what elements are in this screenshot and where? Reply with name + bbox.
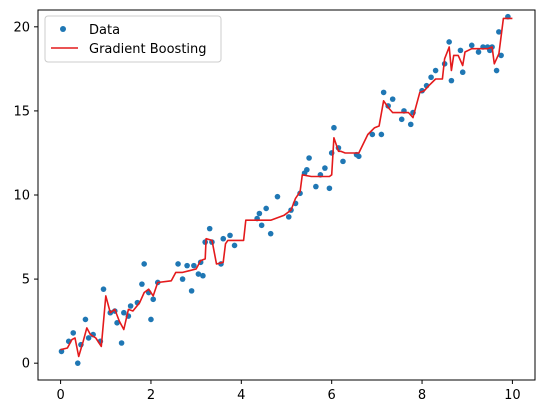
data-point (428, 74, 434, 81)
data-point (446, 39, 452, 45)
data-point (100, 286, 107, 292)
x-tick-label: 8 (418, 388, 426, 403)
x-tick-label: 6 (328, 388, 336, 403)
data-point (380, 89, 387, 96)
y-tick-label: 10 (13, 189, 30, 204)
x-tick-label: 10 (504, 388, 521, 403)
data-point (141, 261, 147, 267)
data-point (448, 77, 455, 84)
y-tick-label: 5 (22, 273, 30, 288)
data-point (184, 262, 190, 269)
data-point (179, 276, 186, 282)
data-point (398, 116, 405, 123)
data-point (304, 166, 310, 173)
data-point (220, 235, 227, 242)
data-point (263, 205, 269, 212)
data-point (285, 214, 292, 220)
data-point (150, 296, 157, 303)
legend-label-gradient-boosting: Gradient Boosting (89, 42, 207, 57)
axes-background (38, 10, 535, 380)
data-point (258, 222, 265, 229)
data-point (407, 121, 414, 128)
data-point (139, 281, 145, 287)
data-point (267, 230, 274, 237)
data-point (493, 67, 500, 74)
data-point (200, 272, 206, 279)
y-tick-label: 15 (13, 104, 30, 119)
data-point (85, 335, 92, 341)
data-point (127, 303, 134, 309)
data-point (378, 131, 385, 138)
data-point (114, 320, 120, 326)
data-point (313, 183, 319, 190)
x-axis-ticks: 0 2 4 6 8 10 (56, 380, 521, 403)
data-point (432, 67, 439, 74)
data-point (355, 153, 362, 160)
data-point (468, 42, 475, 49)
data-point (369, 131, 376, 138)
data-point (148, 316, 154, 323)
y-axis-ticks: 0 5 10 15 20 (13, 20, 38, 372)
data-point (58, 348, 65, 355)
y-tick-label: 0 (22, 357, 30, 372)
legend: Data Gradient Boosting (44, 15, 222, 63)
data-point (206, 225, 213, 232)
data-point (195, 271, 202, 277)
data-point (256, 210, 263, 217)
data-point (459, 69, 466, 76)
data-point (496, 29, 502, 35)
data-point (188, 288, 195, 294)
data-point (475, 49, 482, 55)
x-tick-label: 2 (147, 388, 155, 403)
data-point (389, 96, 396, 102)
data-point (498, 52, 504, 59)
gradient-boosting-line (60, 17, 513, 358)
data-point (231, 242, 238, 249)
data-point (118, 340, 125, 346)
watermark-text: 知乎 @青青说 (426, 384, 508, 400)
data-point (306, 155, 312, 161)
data-point (457, 47, 464, 54)
data-point (340, 158, 346, 165)
x-tick-label: 4 (237, 388, 245, 403)
legend-label-data: Data (89, 23, 120, 38)
data-point (227, 232, 233, 239)
data-point (70, 330, 77, 336)
series-layer (58, 13, 513, 366)
data-point (322, 165, 328, 171)
data-point (274, 193, 281, 200)
data-point (191, 262, 197, 269)
data-point (326, 185, 333, 192)
data-point (331, 124, 337, 131)
y-tick-label: 20 (13, 20, 30, 35)
data-point (82, 316, 89, 323)
plot-area (38, 10, 535, 380)
x-tick-label: 0 (56, 388, 64, 403)
legend-box (44, 15, 222, 63)
legend-marker-data (60, 26, 66, 32)
data-point (74, 360, 81, 366)
data-point (121, 309, 127, 316)
data-point (175, 261, 181, 267)
